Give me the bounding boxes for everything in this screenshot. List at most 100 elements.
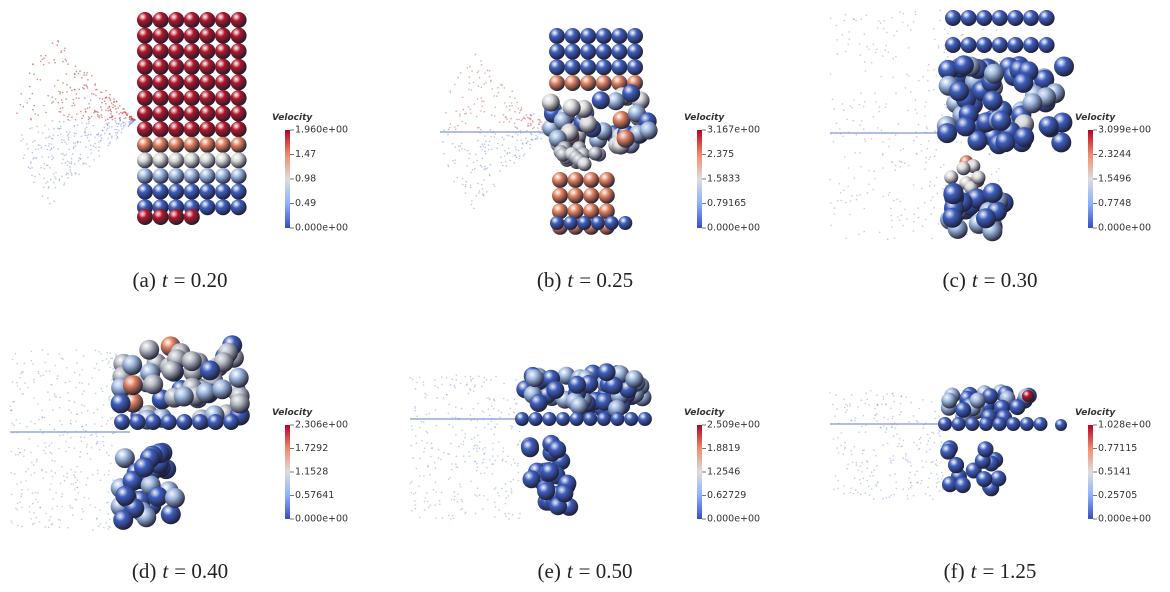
flow-point bbox=[47, 353, 49, 355]
flow-point bbox=[462, 109, 464, 111]
flow-point bbox=[42, 156, 44, 158]
flow-point bbox=[74, 89, 76, 91]
flow-point bbox=[16, 483, 18, 485]
flow-point bbox=[934, 411, 936, 413]
flow-point bbox=[510, 425, 512, 427]
flow-point bbox=[45, 446, 47, 448]
flow-point bbox=[913, 415, 915, 417]
flow-point bbox=[511, 464, 513, 466]
flow-point bbox=[108, 455, 110, 457]
flow-point bbox=[83, 390, 85, 392]
flow-point bbox=[32, 363, 34, 365]
particle bbox=[992, 10, 1008, 26]
flow-point bbox=[877, 27, 879, 29]
colorbar-label: 1.2546 bbox=[707, 467, 740, 478]
flow-point bbox=[452, 160, 454, 162]
particle bbox=[627, 44, 643, 60]
flow-point bbox=[59, 128, 61, 130]
particle bbox=[983, 91, 1003, 111]
flow-point bbox=[441, 376, 443, 378]
flow-point bbox=[472, 169, 474, 171]
flow-point bbox=[536, 138, 538, 140]
flow-point bbox=[95, 433, 97, 435]
flow-point bbox=[465, 123, 467, 125]
flow-point bbox=[457, 77, 459, 79]
flow-point bbox=[109, 133, 111, 135]
flow-point bbox=[938, 433, 940, 435]
flow-point bbox=[51, 155, 53, 157]
flow-point bbox=[71, 174, 73, 176]
particle bbox=[145, 414, 161, 430]
flow-point bbox=[511, 492, 513, 494]
flow-point bbox=[94, 110, 96, 112]
flow-point bbox=[84, 437, 86, 439]
flow-point bbox=[490, 379, 492, 381]
flow-point bbox=[50, 516, 52, 518]
flow-point bbox=[475, 445, 477, 447]
flow-point bbox=[895, 169, 897, 171]
flow-point bbox=[106, 129, 108, 131]
flow-point bbox=[910, 91, 912, 93]
flow-point bbox=[26, 143, 28, 145]
flow-point bbox=[90, 149, 92, 151]
flow-point bbox=[480, 60, 482, 62]
flow-point bbox=[861, 18, 863, 20]
flow-point bbox=[861, 399, 863, 401]
flow-point bbox=[891, 161, 893, 163]
particle bbox=[199, 106, 215, 122]
flow-point bbox=[520, 139, 522, 141]
colorbar-title: Velocity bbox=[684, 113, 725, 123]
flow-point bbox=[928, 478, 930, 480]
flow-point bbox=[503, 383, 505, 385]
particle bbox=[165, 488, 185, 508]
flow-point bbox=[20, 93, 22, 95]
flow-point bbox=[75, 173, 77, 175]
flow-point bbox=[927, 70, 929, 72]
flow-point bbox=[903, 13, 905, 15]
flow-point bbox=[916, 113, 918, 115]
flow-point bbox=[876, 413, 878, 415]
flow-point bbox=[32, 63, 34, 65]
particle bbox=[137, 43, 153, 59]
flow-point bbox=[899, 160, 901, 162]
flow-point bbox=[876, 485, 878, 487]
flow-point bbox=[12, 381, 14, 383]
flow-point bbox=[124, 122, 126, 124]
flow-point bbox=[21, 507, 23, 509]
flow-point bbox=[872, 189, 874, 191]
flow-point bbox=[31, 518, 33, 520]
flow-point bbox=[447, 134, 449, 136]
flow-point bbox=[488, 144, 490, 146]
flow-point bbox=[875, 484, 877, 486]
flow-point bbox=[74, 105, 76, 107]
flow-point bbox=[854, 420, 856, 422]
colorbar-label: 0.77115 bbox=[1098, 443, 1137, 454]
flow-point bbox=[471, 89, 473, 91]
flow-point bbox=[30, 118, 32, 120]
flow-point bbox=[930, 200, 932, 202]
flow-point bbox=[865, 492, 867, 494]
flow-point bbox=[462, 97, 464, 99]
flow-point bbox=[521, 120, 523, 122]
flow-point bbox=[851, 420, 853, 422]
flow-point bbox=[947, 56, 949, 58]
flow-point bbox=[428, 506, 430, 508]
flow-point bbox=[61, 506, 63, 508]
flow-point bbox=[87, 157, 89, 159]
colorbar-label: 1.960e+00 bbox=[295, 125, 348, 136]
flow-point bbox=[69, 166, 71, 168]
flow-point bbox=[497, 455, 499, 457]
flow-point bbox=[426, 492, 428, 494]
flow-point bbox=[62, 107, 64, 109]
flow-point bbox=[455, 128, 457, 130]
flow-point bbox=[518, 158, 520, 160]
flow-point bbox=[105, 110, 107, 112]
flow-point bbox=[49, 445, 51, 447]
flow-point bbox=[492, 449, 494, 451]
flow-point bbox=[431, 443, 433, 445]
flow-point bbox=[49, 399, 51, 401]
flow-point bbox=[940, 10, 942, 12]
flow-point bbox=[86, 484, 88, 486]
flow-point bbox=[462, 508, 464, 510]
flow-point bbox=[438, 457, 440, 459]
